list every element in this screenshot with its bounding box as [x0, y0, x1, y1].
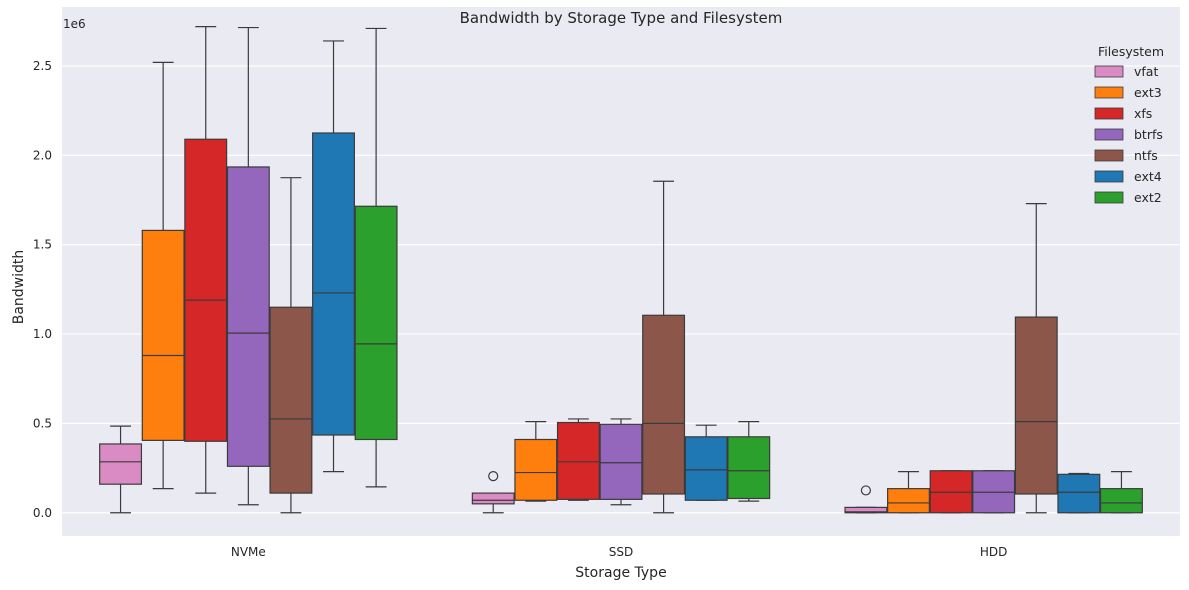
box-iqr	[99, 443, 143, 485]
x-tick-label: HDD	[980, 545, 1008, 559]
box-iqr	[354, 205, 398, 441]
box-iqr	[1057, 473, 1101, 514]
box-iqr	[184, 138, 228, 442]
legend-title: Filesystem	[1098, 44, 1164, 59]
box-ext4-SSD	[684, 424, 728, 501]
box-xfs-NVMe	[184, 26, 228, 494]
box-vfat-HDD	[844, 485, 888, 514]
box-iqr	[514, 438, 558, 501]
box-ext2-HDD	[1099, 471, 1143, 514]
box-btrfs-HDD	[972, 470, 1016, 514]
legend: Filesystem vfat ext3 xfs btrfs ntfs ext4 ext2	[1094, 44, 1164, 205]
box-ext3-HDD	[887, 471, 930, 514]
box-iqr	[556, 421, 600, 500]
box-ext3-SSD	[514, 421, 558, 502]
box-vfat-SSD	[471, 471, 515, 514]
box-vfat-NVMe	[99, 425, 143, 514]
legend-item-ntfs: ntfs	[1094, 148, 1158, 163]
legend-item-vfat: vfat	[1094, 64, 1158, 79]
legend-label: btrfs	[1134, 127, 1163, 142]
legend-swatch	[1094, 107, 1124, 120]
box-btrfs-NVMe	[226, 26, 270, 506]
legend-swatch	[1094, 170, 1124, 183]
box-iqr	[727, 436, 771, 500]
box-ext4-NVMe	[312, 40, 355, 473]
legend-item-xfs: xfs	[1094, 106, 1152, 121]
box-iqr	[471, 492, 515, 505]
box-iqr	[599, 423, 643, 500]
legend-swatch	[1094, 65, 1124, 78]
y-tick-label: 0.5	[33, 416, 52, 430]
y-tick-label: 2.5	[33, 59, 52, 73]
legend-item-ext4: ext4	[1094, 169, 1162, 184]
box-plots	[99, 26, 1143, 514]
box-iqr	[1099, 488, 1143, 514]
x-axis-label: Storage Type	[575, 565, 666, 581]
box-ext2-NVMe	[354, 27, 398, 488]
box-iqr	[844, 506, 888, 514]
y-offset-label: 1e6	[63, 17, 86, 31]
y-tick-label: 1.5	[33, 238, 52, 252]
outlier-point	[860, 485, 871, 496]
legend-swatch	[1094, 86, 1124, 99]
legend-item-btrfs: btrfs	[1094, 127, 1163, 142]
y-tick-label: 1.0	[33, 327, 52, 341]
box-ntfs-HDD	[1014, 202, 1058, 514]
box-ntfs-NVMe	[269, 177, 313, 514]
box-iqr	[141, 229, 185, 441]
box-iqr	[684, 436, 728, 501]
chart-title: Bandwidth by Storage Type and Filesystem	[460, 9, 783, 27]
legend-label: vfat	[1134, 64, 1158, 79]
legend-swatch	[1094, 191, 1124, 204]
box-iqr	[887, 488, 930, 514]
legend-label: ext4	[1134, 169, 1162, 184]
legend-item-ext3: ext3	[1094, 85, 1162, 100]
box-ext4-HDD	[1057, 472, 1101, 514]
box-iqr	[642, 314, 686, 495]
legend-swatch	[1094, 128, 1124, 141]
box-iqr	[1014, 316, 1058, 495]
legend-label: ext3	[1134, 85, 1162, 100]
legend-label: ext2	[1134, 190, 1162, 205]
legend-swatch	[1094, 149, 1124, 162]
box-iqr	[312, 132, 355, 436]
legend-item-ext2: ext2	[1094, 190, 1162, 205]
box-ntfs-SSD	[642, 180, 686, 514]
y-tick-label: 0.0	[33, 506, 52, 520]
box-ext3-NVMe	[141, 61, 185, 490]
box-ext2-SSD	[727, 421, 771, 502]
y-axis-label: Bandwidth	[11, 250, 27, 325]
x-tick-label: SSD	[609, 545, 633, 559]
box-btrfs-SSD	[599, 418, 643, 506]
y-tick-label: 2.0	[33, 148, 52, 162]
axes: 0.0 0.5 1.0 1.5 2.0 2.5 NVMe SSD HDD	[33, 59, 1008, 559]
box-iqr	[269, 306, 313, 494]
box-xfs-HDD	[929, 470, 973, 514]
legend-label: ntfs	[1134, 148, 1158, 163]
x-tick-label: NVMe	[231, 545, 266, 559]
outlier-point	[488, 471, 499, 482]
legend-label: xfs	[1134, 106, 1152, 121]
box-xfs-SSD	[556, 418, 600, 501]
box-iqr	[226, 166, 270, 467]
